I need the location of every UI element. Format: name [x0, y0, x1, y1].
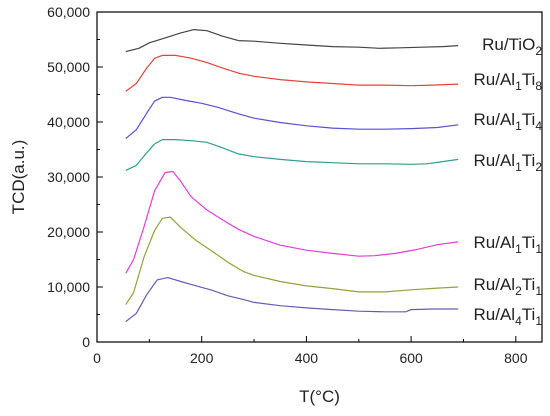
y-tick-label: 10,000 — [47, 279, 90, 295]
series-line — [125, 170, 459, 274]
series-label: Ru/TiO2 — [482, 35, 542, 58]
y-tick-label: 60,000 — [47, 4, 90, 20]
x-tick-label: 600 — [399, 350, 423, 366]
series-label: Ru/Al1Ti8 — [474, 70, 543, 93]
y-tick-label: 40,000 — [47, 114, 90, 130]
series-label: Ru/Al2Ti1 — [474, 275, 543, 298]
series-label: Ru/Al1Ti4 — [474, 110, 543, 133]
series-line — [125, 96, 459, 139]
y-tick-label: 30,000 — [47, 169, 90, 185]
y-tick-label: 50,000 — [47, 59, 90, 75]
x-axis: 0 200 400 600 800 — [93, 336, 528, 366]
x-tick-label: 0 — [93, 350, 101, 366]
x-tick-label: 400 — [295, 350, 319, 366]
x-tick-label: 200 — [190, 350, 214, 366]
series-label: Ru/Al1Ti1 — [474, 233, 543, 256]
x-axis-title: T(°C) — [299, 387, 340, 406]
x-tick-label: 800 — [504, 350, 528, 366]
y-tick-label: 20,000 — [47, 224, 90, 240]
series-line — [125, 54, 459, 92]
series-line — [125, 216, 459, 305]
series-line — [125, 277, 459, 323]
series-label: Ru/Al4Ti1 — [474, 305, 543, 328]
series-labels: Ru/TiO2 Ru/Al1Ti8 Ru/Al1Ti4 Ru/Al1Ti2 Ru/Al1… — [474, 35, 543, 328]
series-line — [125, 139, 459, 171]
y-axis-title: TCD(a.u.) — [9, 140, 28, 215]
series-label: Ru/Al1Ti2 — [474, 151, 543, 174]
y-tick-label: 0 — [82, 334, 90, 350]
series-line — [125, 29, 459, 53]
series-lines — [125, 29, 459, 323]
y-axis: 0 10,000 20,000 30,000 40,000 50,000 60,000 — [47, 4, 103, 350]
